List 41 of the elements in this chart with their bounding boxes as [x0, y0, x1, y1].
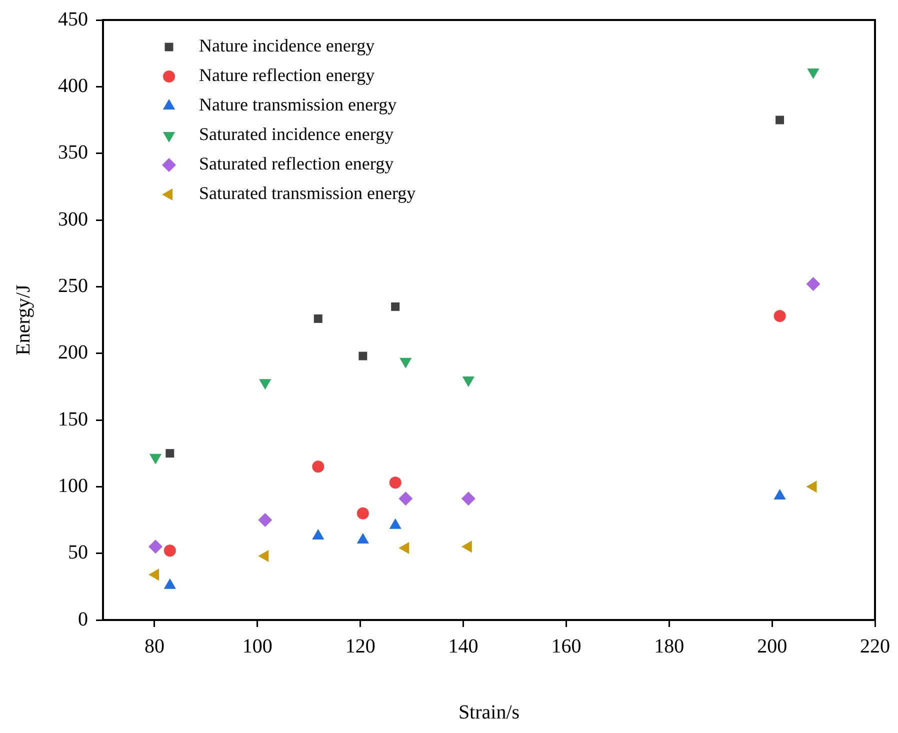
point	[148, 540, 162, 554]
legend-label: Saturated reflection energy	[199, 154, 394, 174]
point	[312, 460, 324, 473]
x-tick-label: 220	[860, 635, 890, 658]
y-tick-label: 350	[58, 142, 88, 164]
point	[166, 449, 174, 458]
legend-label: Nature reflection energy	[199, 65, 375, 86]
x-tick-label: 120	[345, 635, 376, 658]
x-tick-label: 200	[757, 635, 788, 658]
point	[398, 492, 413, 506]
y-tick-label: 300	[58, 208, 88, 230]
y-axis-title: Energy/J	[12, 284, 34, 356]
point	[391, 302, 400, 311]
x-tick-label: 160	[551, 635, 582, 658]
y-tick-label: 100	[58, 474, 88, 497]
legend-label: Nature incidence energy	[199, 36, 375, 56]
x-tick-label: 80	[144, 635, 164, 658]
point	[806, 277, 820, 291]
point	[314, 314, 322, 323]
x-tick-label: 100	[242, 635, 272, 658]
legend-label: Saturated transmission energy	[199, 183, 416, 204]
point	[776, 116, 784, 124]
y-tick-label: 450	[58, 8, 88, 30]
point	[389, 476, 402, 489]
x-axis-title: Strain/s	[458, 701, 520, 724]
point	[258, 513, 272, 527]
y-tick-label: 50	[68, 542, 88, 564]
legend-label: Saturated incidence energy	[199, 124, 394, 144]
point	[356, 507, 369, 520]
point	[164, 544, 176, 557]
y-tick-label: 250	[58, 274, 88, 297]
y-tick-label: 0	[78, 608, 88, 630]
x-tick-label: 180	[654, 635, 684, 658]
point	[461, 492, 476, 506]
x-tick-label: 140	[448, 635, 478, 658]
point	[358, 352, 368, 360]
y-tick-label: 200	[58, 342, 88, 364]
y-tick-label: 400	[58, 74, 88, 97]
point	[774, 310, 786, 322]
legend-label: Nature transmission energy	[199, 94, 397, 115]
y-tick-label: 150	[58, 408, 88, 430]
